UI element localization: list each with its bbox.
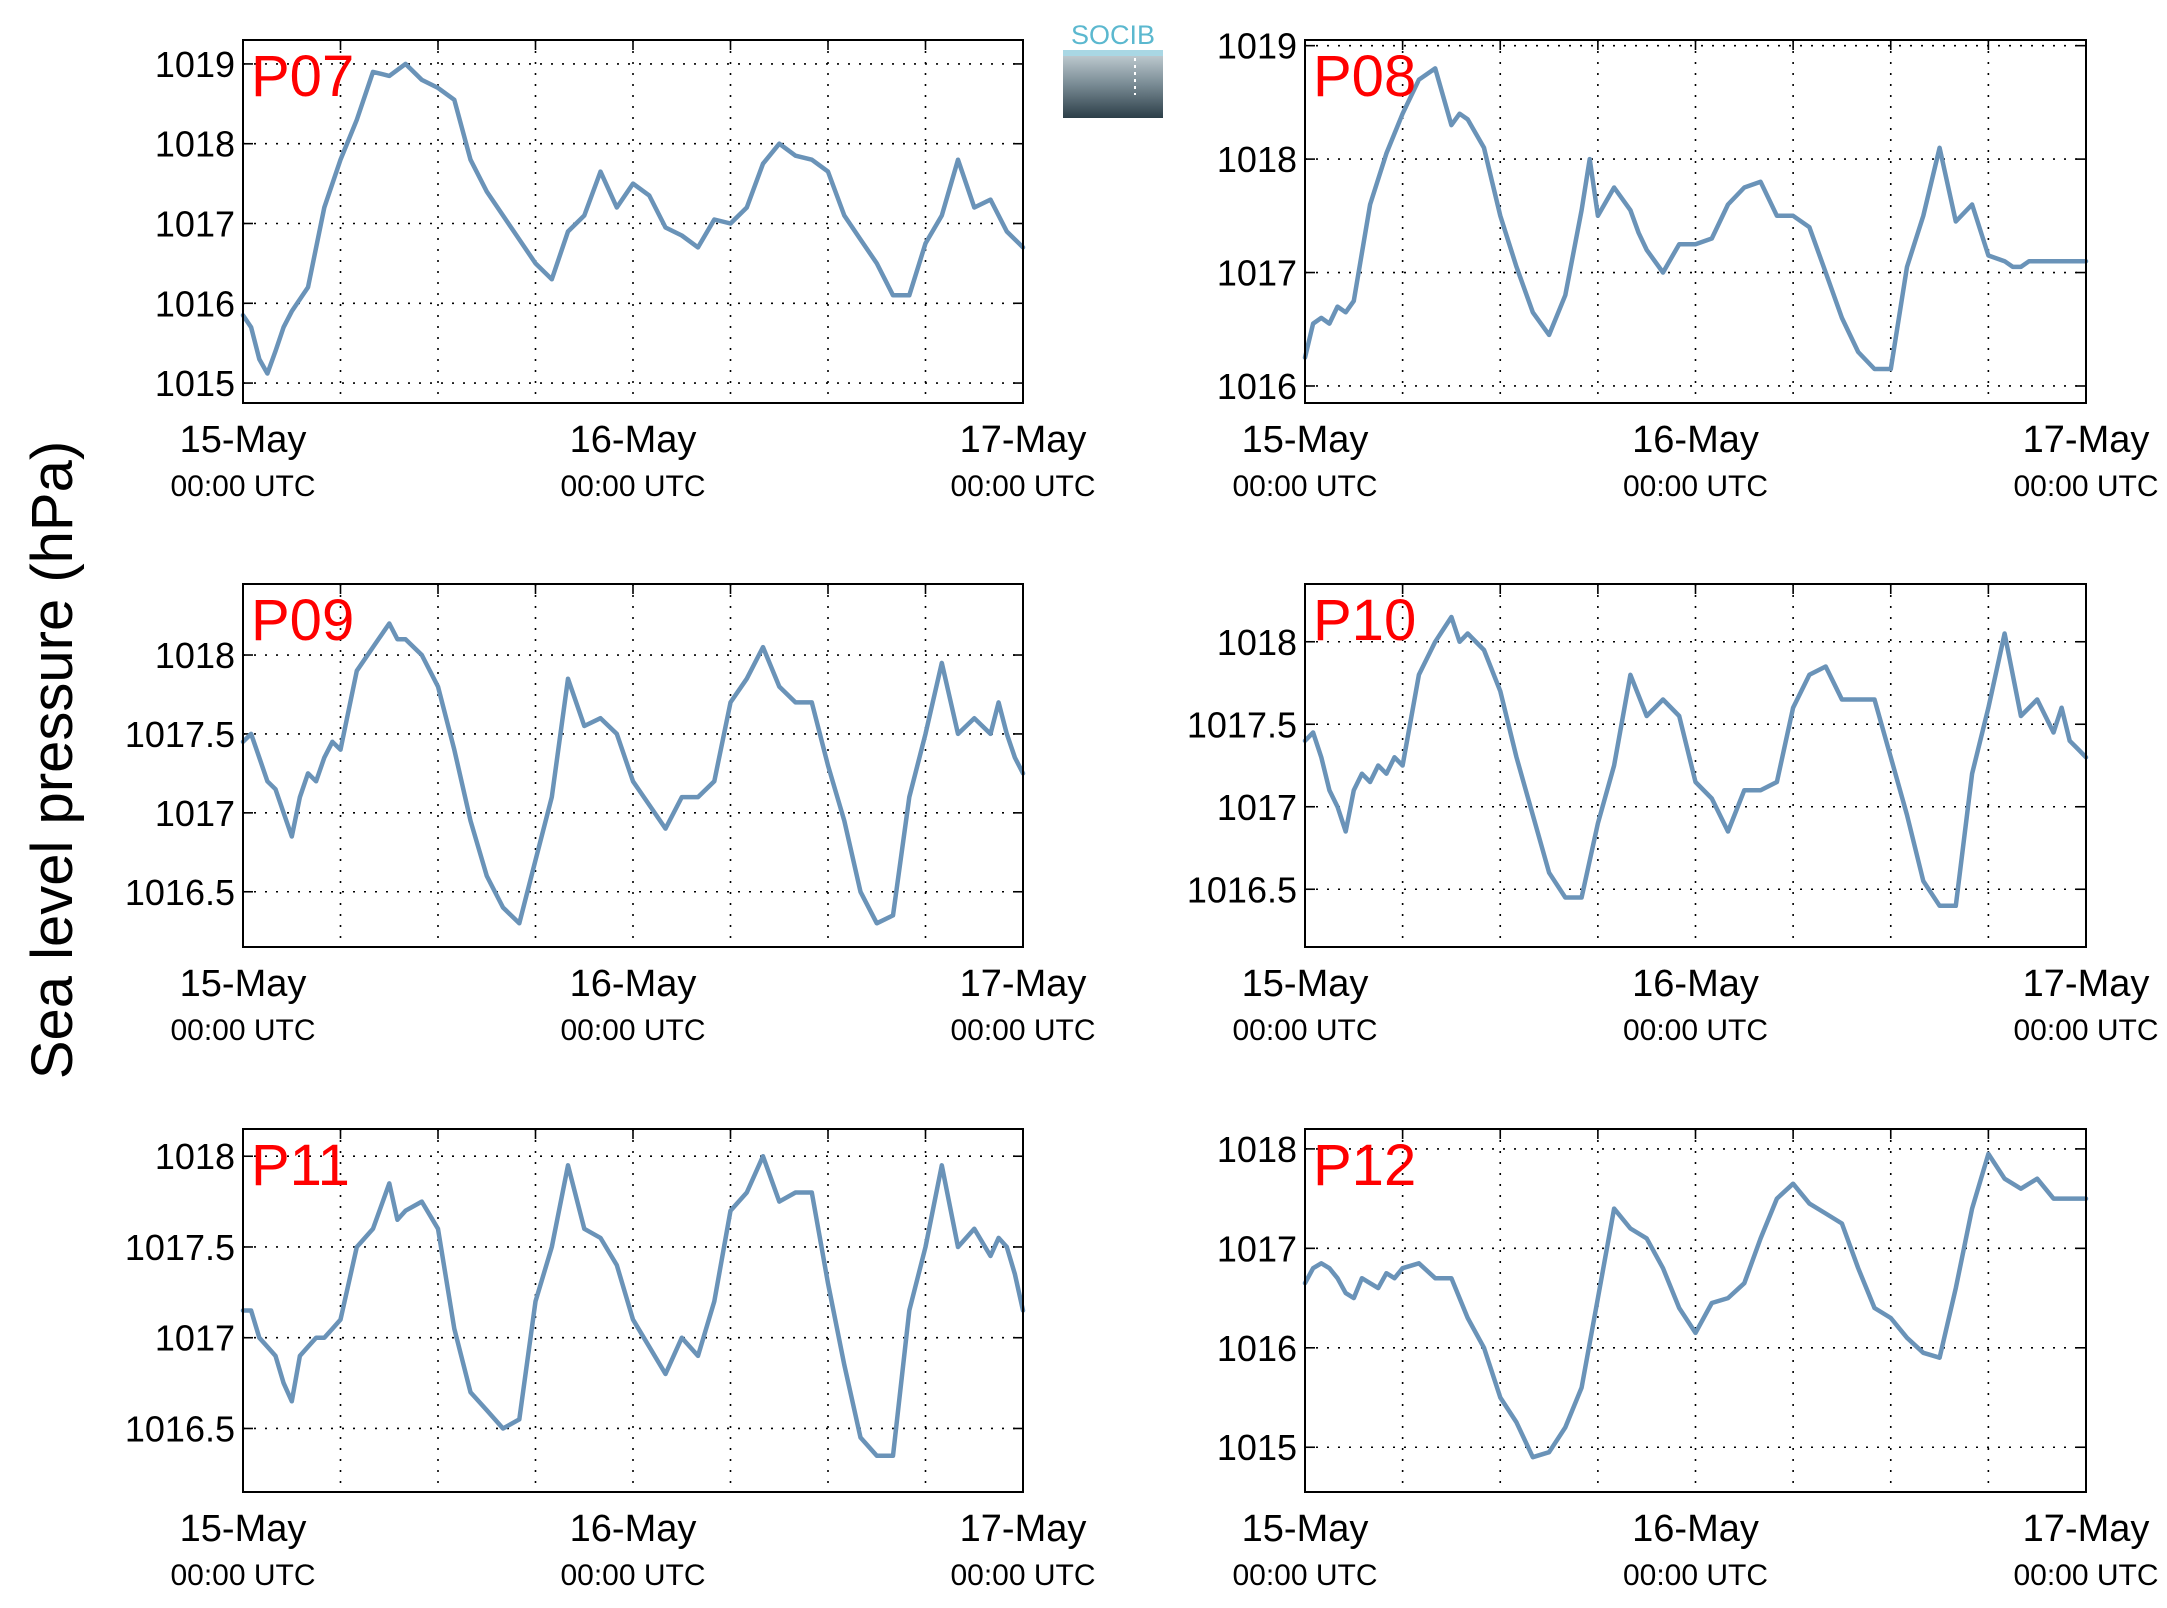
x-tick-label: 15-May [180,1508,307,1550]
station-label: P10 [1313,588,1416,653]
axes-frame [242,583,1024,948]
y-tick-label: 1019 [1217,26,1297,67]
grid [1305,584,2086,947]
y-tick-label: 1017.5 [1187,704,1297,745]
station-label: P09 [251,588,354,653]
x-tick-sublabel: 00:00 UTC [170,1014,315,1047]
x-tick-label: 16-May [1632,963,1759,1005]
y-tick-label: 1016 [155,283,235,324]
y-tick-label: 1016.5 [1187,869,1297,910]
pressure-line-p07 [240,61,1026,376]
pressure-line-p12 [1302,1151,2089,1460]
axes-frame [242,1128,1024,1493]
x-tick-label: 16-May [570,963,697,1005]
x-tick-label: 15-May [180,419,307,461]
x-tick-sublabel: 00:00 UTC [1232,1559,1377,1592]
x-tick-label: 16-May [1632,419,1759,461]
y-tick-label: 1017 [155,793,235,834]
y-tick-label: 1017.5 [125,714,235,755]
x-tick-label: 17-May [2023,419,2150,461]
chart-panel-p08: 1016 1017 1018 1019 15-May 00:00 UTC 16-May 00:… [1217,26,2159,503]
x-tick-sublabel: 00:00 UTC [560,1014,705,1047]
pressure-line-p11 [240,1153,1026,1458]
chart-panel-p11: 1016.5 1017 1017.5 1018 15-May 00:00 UTC 16-Ma… [125,1128,1096,1592]
x-tick-sublabel: 00:00 UTC [950,470,1095,503]
y-tick-label: 1016.5 [125,1408,235,1449]
x-tick-sublabel: 00:00 UTC [1232,1014,1377,1047]
chart-panel-p09: 1016.5 1017 1017.5 1018 15-May 00:00 UTC 16-Ma… [125,583,1096,1047]
y-tick-label: 1019 [155,44,235,85]
x-tick-sublabel: 00:00 UTC [170,470,315,503]
x-tick-sublabel: 00:00 UTC [1232,470,1377,503]
pressure-line-p08 [1302,66,2089,372]
grid [243,584,1023,947]
x-tick-label: 16-May [1632,1508,1759,1550]
x-tick-sublabel: 00:00 UTC [560,470,705,503]
y-tick-label: 1017 [1217,253,1297,294]
y-tick-label: 1017 [1217,1228,1297,1269]
y-tick-label: 1016.5 [125,872,235,913]
x-tick-sublabel: 00:00 UTC [2013,1014,2158,1047]
x-tick-sublabel: 00:00 UTC [1623,470,1768,503]
x-tick-label: 17-May [2023,1508,2150,1550]
x-tick-sublabel: 00:00 UTC [950,1014,1095,1047]
x-tick-sublabel: 00:00 UTC [560,1559,705,1592]
y-tick-label: 1016 [1217,1328,1297,1369]
y-tick-label: 1017 [1217,787,1297,828]
y-tick-label: 1017 [155,203,235,244]
station-label: P08 [1313,44,1416,109]
y-tick-label: 1018 [1217,622,1297,663]
grid [243,40,1023,403]
x-tick-sublabel: 00:00 UTC [1623,1559,1768,1592]
chart-panel-p07: 1015 1016 1017 1018 1019 15-May 00:00 UTC 16-Ma… [155,39,1096,503]
station-label: P07 [251,44,354,109]
x-tick-label: 15-May [1242,1508,1369,1550]
station-label: P11 [251,1133,350,1198]
socib-logo-text: SOCIB [1071,20,1155,50]
y-tick-label: 1015 [155,363,235,404]
grid [1305,1129,2086,1492]
x-tick-label: 16-May [570,419,697,461]
x-tick-label: 17-May [960,419,1087,461]
x-tick-sublabel: 00:00 UTC [1623,1014,1768,1047]
grid [1305,40,2086,403]
station-label: P12 [1313,1133,1416,1198]
y-axis-label: Sea level pressure (hPa) [20,441,85,1079]
x-tick-label: 15-May [1242,419,1369,461]
x-tick-sublabel: 00:00 UTC [950,1559,1095,1592]
x-tick-label: 16-May [570,1508,697,1550]
pressure-line-p10 [1302,614,2089,909]
x-tick-sublabel: 00:00 UTC [2013,1559,2158,1592]
x-tick-sublabel: 00:00 UTC [170,1559,315,1592]
x-tick-label: 15-May [180,963,307,1005]
y-tick-label: 1016 [1217,366,1297,407]
pressure-line-p09 [240,621,1026,926]
chart-panel-p10: 1016.5 1017 1017.5 1018 15-May 00:00 UTC 16-Ma… [1187,583,2159,1047]
y-tick-label: 1018 [155,124,235,165]
axes-frame [242,39,1024,404]
grid [243,1129,1023,1492]
y-tick-label: 1017.5 [125,1227,235,1268]
y-tick-label: 1015 [1217,1427,1297,1468]
x-tick-label: 17-May [2023,963,2150,1005]
axes-frame [1304,39,2087,404]
x-tick-label: 17-May [960,1508,1087,1550]
y-tick-label: 1018 [155,1136,235,1177]
axes-frame [1304,583,2087,948]
axes-frame [1304,1128,2087,1493]
y-tick-label: 1018 [155,635,235,676]
y-tick-label: 1017 [155,1318,235,1359]
x-tick-label: 17-May [960,963,1087,1005]
y-tick-label: 1018 [1217,1129,1297,1170]
chart-panel-p12: 1015 1016 1017 1018 15-May 00:00 UTC 16-May 00:… [1217,1128,2159,1592]
panels: 1015 1016 1017 1018 1019 15-May 00:00 UTC 16-Ma… [125,26,2159,1592]
socib-logo: SOCIB [1063,20,1163,118]
x-tick-sublabel: 00:00 UTC [2013,470,2158,503]
y-tick-label: 1018 [1217,139,1297,180]
x-tick-label: 15-May [1242,963,1369,1005]
